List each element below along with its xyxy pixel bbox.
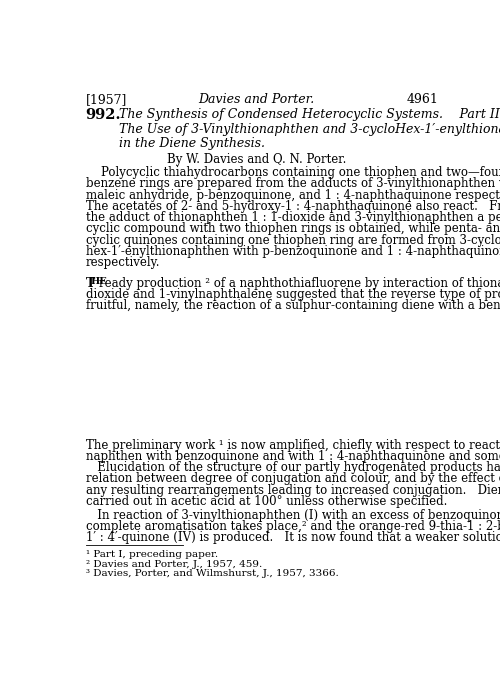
Text: 4961: 4961 [406,93,438,106]
Text: By W. Davies and Q. N. Porter.: By W. Davies and Q. N. Porter. [166,153,346,166]
Text: benzene rings are prepared from the adducts of 3-vinylthionaphthen with: benzene rings are prepared from the addu… [86,177,500,190]
Text: In reaction of 3-vinylthionaphthen (I) with an excess of benzoquinone (II) for 8: In reaction of 3-vinylthionaphthen (I) w… [86,509,500,521]
Text: [1957]: [1957] [86,93,127,106]
Text: T: T [86,277,95,290]
Text: any resulting rearrangements leading to increased conjugation.   Diene syntheses: any resulting rearrangements leading to … [86,483,500,496]
Text: HE: HE [90,277,107,286]
Text: respectively.: respectively. [86,256,160,269]
Text: fruitful, namely, the reaction of a sulphur-containing diene with a benzenoid di: fruitful, namely, the reaction of a sulp… [86,299,500,312]
Text: Elucidation of the structure of our partly hydrogenated products has been aided : Elucidation of the structure of our part… [86,461,500,474]
Text: ² Davies and Porter, J., 1957, 459.: ² Davies and Porter, J., 1957, 459. [86,559,262,568]
Text: Polycyclic thiahydrocarbons containing one thiophen and two—four: Polycyclic thiahydrocarbons containing o… [86,166,500,179]
Text: The acetates of 2- and 5-hydroxy-1 : 4-naphthaquinone also react.   From: The acetates of 2- and 5-hydroxy-1 : 4-n… [86,200,500,213]
Text: in the Diene Synthesis.: in the Diene Synthesis. [118,137,264,151]
Text: maleic anhydride, p-benzoquinone, and 1 : 4-naphthaquinone respectively.: maleic anhydride, p-benzoquinone, and 1 … [86,189,500,202]
Text: complete aromatisation takes place,² and the orange-red 9-thia-1 : 2-benzofluore: complete aromatisation takes place,² and… [86,520,500,533]
Text: The Use of 3-Vinylthionaphthen and 3-cycloHex-1′-enylthionaphthen: The Use of 3-Vinylthionaphthen and 3-cyc… [118,124,500,136]
Text: 992.: 992. [86,108,121,122]
Text: The Synthesis of Condensed Heterocyclic Systems.  Part II.¹: The Synthesis of Condensed Heterocyclic … [118,108,500,121]
Text: ¹ Part I, preceding paper.: ¹ Part I, preceding paper. [86,550,218,559]
Text: ³ Davies, Porter, and Wilmshurst, J., 1957, 3366.: ³ Davies, Porter, and Wilmshurst, J., 19… [86,570,339,579]
Text: hex-1′-enylthionaphthen with p-benzoquinone and 1 : 4-naphthaquinone: hex-1′-enylthionaphthen with p-benzoquin… [86,245,500,258]
Text: cyclic compound with two thiophen rings is obtained, while penta- and hexa-: cyclic compound with two thiophen rings … [86,223,500,236]
Text: the adduct of thionaphthen 1 : 1-dioxide and 3-vinylthionaphthen a penta-: the adduct of thionaphthen 1 : 1-dioxide… [86,211,500,224]
Text: ready production ² of a naphthothiafluorene by interaction of thionaphthen 1 : 1: ready production ² of a naphthothiafluor… [98,277,500,290]
Text: The preliminary work ¹ is now amplified, chiefly with respect to reaction of 3-v: The preliminary work ¹ is now amplified,… [86,439,500,452]
Text: cyclic quinones containing one thiophen ring are formed from 3-cyclo-: cyclic quinones containing one thiophen … [86,234,500,246]
Text: carried out in acetic acid at 100° unless otherwise specified.: carried out in acetic acid at 100° unles… [86,495,447,508]
Text: dioxide and 1-vinylnaphthalene suggested that the reverse type of process might : dioxide and 1-vinylnaphthalene suggested… [86,288,500,301]
Text: Davies and Porter.: Davies and Porter. [198,93,314,106]
Text: relation between degree of conjugation and colour, and by the effect of mineral : relation between degree of conjugation a… [86,473,500,485]
Text: naphthen with benzoquinone and with 1 : 4-naphthaquinone and some of its derivat: naphthen with benzoquinone and with 1 : … [86,449,500,463]
Text: 1′ : 4′-quinone (IV) is produced.   It is now found that a weaker solution, with: 1′ : 4′-quinone (IV) is produced. It is … [86,531,500,544]
